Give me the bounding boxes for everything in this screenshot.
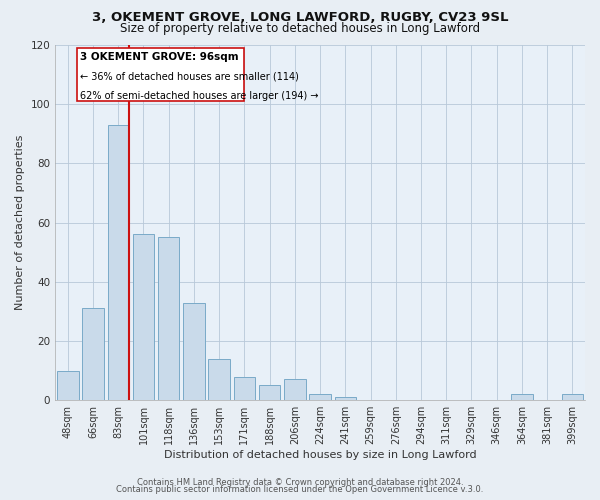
Text: ← 36% of detached houses are smaller (114): ← 36% of detached houses are smaller (11…: [80, 72, 299, 82]
Text: 3 OKEMENT GROVE: 96sqm: 3 OKEMENT GROVE: 96sqm: [80, 52, 238, 62]
Text: 62% of semi-detached houses are larger (194) →: 62% of semi-detached houses are larger (…: [80, 91, 318, 101]
Bar: [158, 238, 179, 400]
Bar: [57, 370, 79, 400]
Bar: [284, 380, 305, 400]
FancyBboxPatch shape: [77, 48, 244, 101]
Text: Contains HM Land Registry data © Crown copyright and database right 2024.: Contains HM Land Registry data © Crown c…: [137, 478, 463, 487]
Bar: [259, 386, 280, 400]
Text: Contains public sector information licensed under the Open Government Licence v.: Contains public sector information licen…: [116, 485, 484, 494]
Bar: [562, 394, 583, 400]
Text: Size of property relative to detached houses in Long Lawford: Size of property relative to detached ho…: [120, 22, 480, 35]
Bar: [511, 394, 533, 400]
Bar: [107, 125, 129, 400]
Bar: [82, 308, 104, 400]
Bar: [208, 359, 230, 400]
Bar: [233, 376, 255, 400]
Bar: [335, 397, 356, 400]
Bar: [133, 234, 154, 400]
X-axis label: Distribution of detached houses by size in Long Lawford: Distribution of detached houses by size …: [164, 450, 476, 460]
Text: 3, OKEMENT GROVE, LONG LAWFORD, RUGBY, CV23 9SL: 3, OKEMENT GROVE, LONG LAWFORD, RUGBY, C…: [92, 11, 508, 24]
Bar: [310, 394, 331, 400]
Y-axis label: Number of detached properties: Number of detached properties: [15, 135, 25, 310]
Bar: [183, 302, 205, 400]
